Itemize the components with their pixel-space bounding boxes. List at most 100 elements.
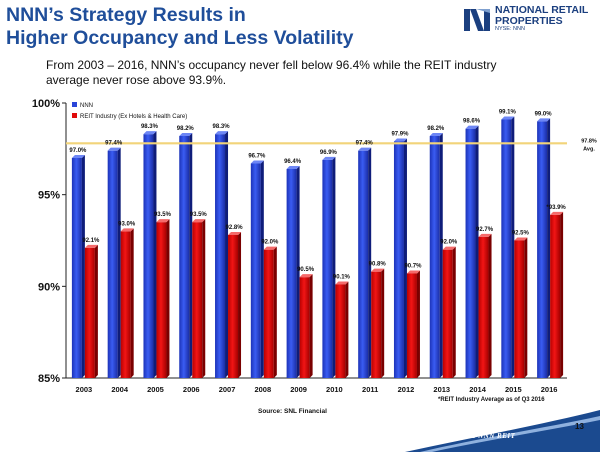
nnn-bar-side: [189, 133, 193, 378]
nnn-bar: [358, 147, 372, 378]
reit-bar-face: [228, 235, 239, 378]
nnn-data-label: 96.7%: [248, 154, 266, 160]
nnn-data-label: 96.9%: [320, 150, 338, 156]
nnn-bar-top: [215, 131, 229, 135]
reit-bar-top: [228, 232, 242, 235]
nnn-data-label: 96.4%: [284, 159, 302, 165]
nnn-bar-face: [501, 119, 512, 378]
reit-bar: [442, 246, 456, 378]
subtitle-line-1: From 2003 – 2016, NNN’s occupancy never …: [46, 58, 497, 72]
reit-data-label: 90.7%: [404, 264, 422, 270]
reit-data-label: 92.8%: [226, 225, 244, 231]
reit-data-label: 90.5%: [297, 267, 315, 273]
nnn-bar-top: [143, 131, 157, 135]
nnn-bar-face: [429, 136, 440, 378]
reit-data-label: 92.1%: [82, 238, 100, 244]
nnn-bar: [465, 125, 479, 379]
nnn-bar-face: [393, 141, 404, 378]
reit-bar: [156, 219, 170, 378]
nnn-data-label: 97.0%: [69, 148, 87, 154]
nnn-bar-top: [250, 160, 264, 164]
y-tick-label: 85%: [38, 373, 60, 385]
reit-data-label: 92.0%: [440, 240, 458, 246]
nnn-bar: [107, 147, 121, 378]
nnn-bar: [537, 118, 551, 378]
reit-bar-side: [560, 211, 564, 378]
nnn-bar-side: [332, 156, 336, 378]
chart-source: Source: SNL Financial: [258, 408, 327, 415]
reit-bar-face: [478, 236, 489, 378]
nnn-data-label: 98.6%: [463, 119, 481, 125]
legend-swatch-reit: [72, 113, 77, 118]
reit-data-label: *93.9%: [546, 205, 566, 211]
reit-bar-top: [299, 274, 313, 278]
reit-bar: [228, 232, 242, 378]
reit-bar: [335, 281, 349, 378]
nnn-bar-side: [475, 125, 479, 379]
y-tick-label: 90%: [38, 281, 60, 293]
reit-bar-side: [309, 274, 313, 378]
reit-bar: [478, 233, 492, 378]
nnn-bar: [501, 116, 515, 378]
footer-wave-highlight: [420, 416, 600, 452]
nnn-bar-top: [393, 138, 407, 142]
logo-line-2: PROPERTIES: [495, 14, 563, 27]
reit-bar-top: [192, 219, 206, 223]
nnn-bar: [71, 155, 85, 378]
nnn-bar-face: [215, 134, 226, 378]
nnn-bar-face: [250, 163, 261, 378]
x-tick-label: 2013: [433, 385, 450, 394]
nnn-data-label: 98.3%: [141, 124, 159, 130]
reit-bar-top: [371, 268, 385, 272]
reit-bar-side: [416, 270, 420, 378]
reit-bar-side: [94, 244, 98, 378]
reit-data-label: 92.7%: [476, 227, 494, 233]
nnn-bar-face: [537, 121, 548, 378]
reit-bar: [371, 268, 385, 378]
nnn-bar-top: [501, 116, 515, 120]
title-line-2: Higher Occupancy and Less Volatility: [6, 27, 354, 49]
slide-title: NNN’s Strategy Results in Higher Occupan…: [6, 4, 406, 50]
reit-data-label: 93.5%: [154, 212, 172, 218]
nnn-bar-side: [117, 147, 121, 378]
nnn-bar-side: [547, 118, 551, 378]
x-tick-label: 2004: [111, 385, 129, 394]
reit-bar-face: [371, 271, 382, 378]
x-tick-label: 2005: [147, 385, 164, 394]
x-tick-label: 2015: [505, 385, 522, 394]
nnn-data-label: 97.4%: [356, 141, 374, 147]
nnn-bar: [286, 166, 300, 378]
nnn-bar-side: [403, 138, 407, 378]
legend-swatch-nnn: [72, 102, 77, 107]
reit-bar-side: [202, 219, 206, 378]
reit-bar-top: [550, 211, 564, 215]
reit-bar-top: [263, 246, 277, 250]
reit-bar-face: [299, 277, 310, 378]
chart-footnote: *REIT Industry Average as of Q3 2016: [438, 397, 545, 403]
nnn-bar-side: [260, 160, 264, 378]
nnn-bar-top: [107, 147, 121, 151]
footer-brand-text: THE NNN REIT: [460, 432, 516, 440]
y-tick-label: 95%: [38, 190, 60, 202]
reit-bar-side: [524, 237, 528, 378]
reit-data-label: 90.8%: [369, 262, 387, 268]
reit-data-label: 92.0%: [261, 240, 279, 246]
nnn-bar-top: [286, 166, 300, 169]
reit-bar-top: [478, 233, 492, 237]
x-tick-label: 2010: [326, 385, 343, 394]
nnn-bar: [250, 160, 264, 378]
reit-bar-face: [120, 231, 131, 378]
nnn-bar-face: [71, 158, 82, 378]
x-tick-label: 2014: [469, 385, 487, 394]
reit-bar-top: [120, 228, 134, 232]
nnn-data-label: 99.0%: [535, 111, 553, 117]
nnn-bar-face: [107, 150, 118, 378]
logo-text: NATIONAL RETAIL PROPERTIES: [495, 5, 588, 26]
nnn-bar-face: [143, 134, 154, 378]
x-tick-label: 2006: [183, 385, 200, 394]
reit-bar: [406, 270, 420, 378]
slide-subtitle: From 2003 – 2016, NNN’s occupancy never …: [46, 58, 566, 88]
reit-bar: [120, 228, 134, 378]
nnn-data-label: 98.3%: [213, 124, 231, 130]
subtitle-line-2: average never rose above 93.9%.: [46, 73, 227, 87]
